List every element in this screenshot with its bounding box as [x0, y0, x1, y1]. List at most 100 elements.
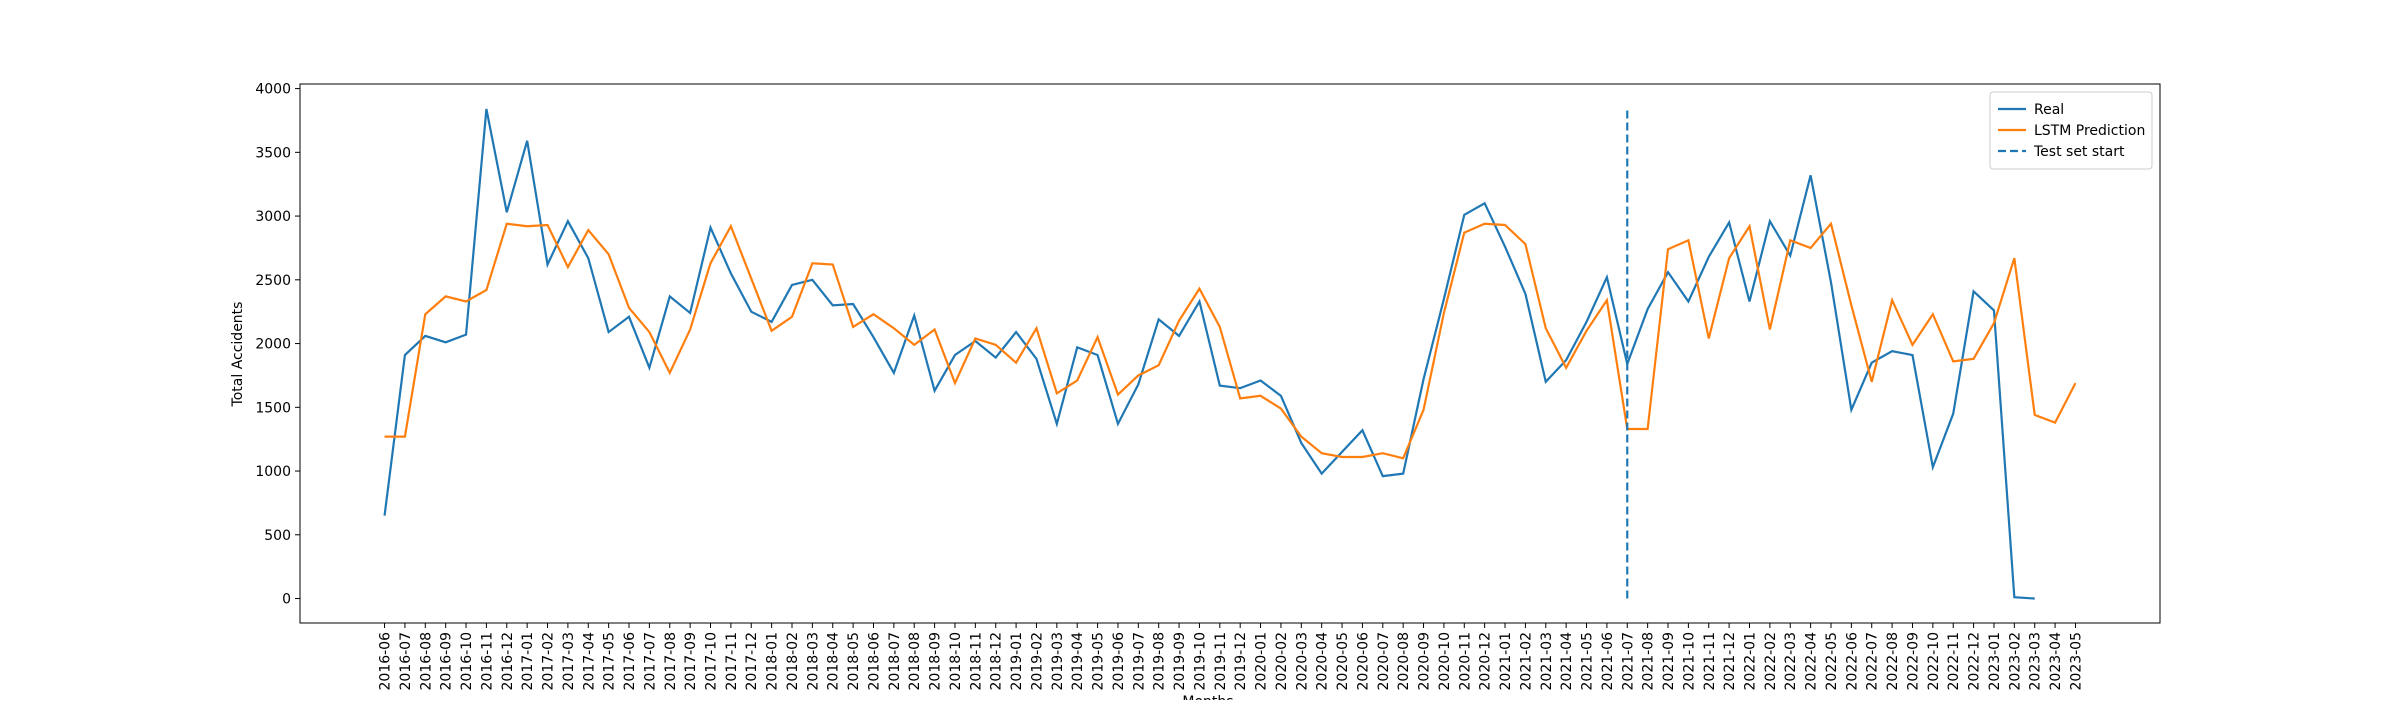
x-tick-label: 2020-01: [1254, 632, 1270, 691]
x-tick-label: 2021-11: [1702, 632, 1718, 691]
x-axis-label: Months: [1182, 694, 1233, 700]
x-tick-label: 2019-04: [1070, 632, 1086, 691]
x-tick-label: 2020-05: [1335, 632, 1351, 691]
x-tick-label: 2021-06: [1600, 632, 1616, 691]
x-tick-label: 2021-01: [1498, 632, 1514, 691]
y-tick-label: 3000: [255, 209, 291, 225]
x-tick-label: 2023-03: [2028, 632, 2044, 691]
x-tick-label: 2020-02: [1274, 632, 1290, 691]
x-tick-label: 2023-05: [2068, 632, 2084, 691]
x-tick-label: 2023-04: [2048, 632, 2064, 691]
data-line: [383, 108, 2035, 600]
x-tick-label: 2018-05: [846, 632, 862, 691]
x-tick-label: 2017-05: [602, 632, 618, 691]
x-tick-label: 2020-12: [1478, 632, 1494, 691]
x-tick-label: 2018-11: [968, 632, 984, 691]
x-tick-label: 2016-08: [418, 632, 434, 691]
legend-label: LSTM Prediction: [2034, 123, 2145, 139]
x-tick-label: 2018-06: [866, 632, 882, 691]
x-tick-label: 2019-08: [1152, 632, 1168, 691]
x-tick-label: 2017-08: [663, 632, 679, 691]
x-tick-label: 2019-11: [1213, 632, 1229, 691]
x-tick-label: 2018-10: [948, 632, 964, 691]
x-tick-label: 2021-12: [1722, 632, 1738, 691]
x-tick-label: 2020-03: [1294, 632, 1310, 691]
y-tick-label: 1500: [255, 400, 291, 416]
x-tick-label: 2020-08: [1396, 632, 1412, 691]
x-tick-label: 2021-03: [1539, 632, 1555, 691]
x-tick-label: 2022-06: [1844, 632, 1860, 691]
x-tick-label: 2021-02: [1518, 632, 1534, 691]
x-tick-label: 2018-01: [765, 632, 781, 691]
x-tick-label: 2020-06: [1355, 632, 1371, 691]
x-tick-label: 2023-01: [1987, 632, 2003, 691]
y-tick-label: 4000: [255, 82, 291, 98]
y-tick-label: 1000: [255, 464, 291, 480]
x-tick-label: 2019-02: [1029, 632, 1045, 691]
x-tick-label: 2016-09: [439, 632, 455, 691]
x-tick-label: 2019-12: [1233, 632, 1249, 691]
x-tick-label: 2019-06: [1111, 632, 1127, 691]
x-tick-label: 2017-10: [704, 632, 720, 691]
x-tick-label: 2023-02: [2007, 632, 2023, 691]
y-tick-label: 3500: [255, 145, 291, 161]
x-tick-label: 2019-05: [1091, 632, 1107, 691]
x-tick-label: 2020-07: [1376, 632, 1392, 691]
data-line: [384, 221, 2077, 460]
x-tick-label: 2017-01: [520, 632, 536, 691]
x-tick-label: 2020-04: [1315, 632, 1331, 691]
x-tick-label: 2022-12: [1967, 632, 1983, 691]
x-tick-label: 2021-08: [1641, 632, 1657, 691]
x-tick-label: 2022-08: [1885, 632, 1901, 691]
y-tick-label: 500: [264, 528, 291, 544]
x-tick-label: 2017-03: [561, 632, 577, 691]
x-tick-label: 2021-05: [1580, 632, 1596, 691]
legend-box: [1989, 91, 2153, 170]
x-tick-label: 2021-10: [1681, 632, 1697, 691]
x-tick-label: 2020-09: [1417, 632, 1433, 691]
x-tick-label: 2017-04: [581, 632, 597, 691]
x-tick-label: 2021-09: [1661, 632, 1677, 691]
x-tick-label: 2021-07: [1620, 632, 1636, 691]
x-tick-label: 2022-01: [1742, 632, 1758, 691]
y-tick-label: 2000: [255, 337, 291, 353]
x-tick-label: 2017-06: [622, 632, 638, 691]
x-tick-label: 2017-11: [724, 632, 740, 691]
x-tick-label: 2016-11: [479, 632, 495, 691]
x-tick-label: 2022-03: [1783, 632, 1799, 691]
x-tick-label: 2018-12: [989, 632, 1005, 691]
x-tick-label: 2016-10: [459, 632, 475, 691]
x-tick-label: 2017-07: [642, 632, 658, 691]
x-tick-label: 2022-07: [1865, 632, 1881, 691]
legend-label: Real: [2034, 102, 2064, 118]
x-tick-label: 2016-06: [378, 632, 394, 691]
x-tick-label: 2016-12: [500, 632, 516, 691]
y-axis-label: Total Accidents: [230, 302, 246, 408]
legend-label: Test set start: [2033, 144, 2125, 160]
x-tick-label: 2020-10: [1437, 632, 1453, 691]
x-tick-label: 2019-01: [1009, 632, 1025, 691]
x-tick-label: 2018-04: [826, 632, 842, 691]
x-tick-label: 2018-03: [805, 632, 821, 691]
x-tick-label: 2017-02: [541, 632, 557, 691]
x-tick-label: 2018-08: [907, 632, 923, 691]
x-tick-label: 2022-02: [1763, 632, 1779, 691]
x-tick-label: 2018-07: [887, 632, 903, 691]
x-tick-label: 2018-02: [785, 632, 801, 691]
plot-frame: [299, 83, 2161, 624]
x-tick-label: 2019-09: [1172, 632, 1188, 691]
x-tick-label: 2016-07: [398, 632, 414, 691]
x-tick-label: 2022-05: [1824, 632, 1840, 691]
x-tick-label: 2018-09: [928, 632, 944, 691]
y-tick-label: 2500: [255, 273, 291, 289]
y-tick-label: 0: [282, 592, 291, 608]
x-tick-label: 2017-12: [744, 632, 760, 691]
x-tick-label: 2022-10: [1926, 632, 1942, 691]
x-tick-label: 2019-07: [1131, 632, 1147, 691]
x-tick-label: 2022-11: [1946, 632, 1962, 691]
x-tick-label: 2021-04: [1559, 632, 1575, 691]
x-tick-label: 2020-11: [1457, 632, 1473, 691]
x-tick-label: 2017-09: [683, 632, 699, 691]
